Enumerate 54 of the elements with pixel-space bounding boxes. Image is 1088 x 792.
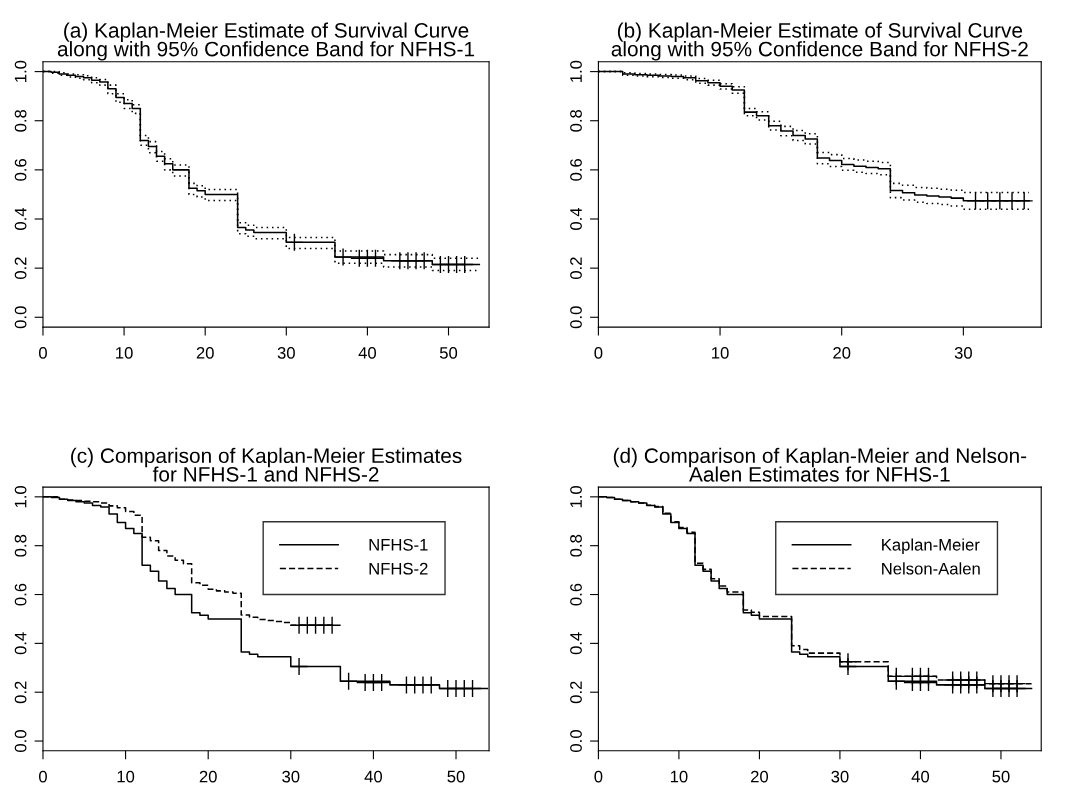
- x-tick-label: 10: [116, 346, 133, 359]
- x-tick-label: 40: [358, 346, 377, 359]
- x-tick-label: 30: [831, 770, 849, 783]
- x-tick-label: 0: [594, 770, 603, 783]
- legend-label: NFHS-2: [369, 562, 428, 575]
- x-tick-label: 10: [712, 346, 729, 359]
- legend-label: Kaplan-Meier: [882, 538, 980, 554]
- x-tick-label: 0: [594, 346, 603, 359]
- y-tick-label: 0.0: [570, 306, 582, 329]
- x-tick-label: 50: [439, 346, 458, 359]
- y-tick-label: 0.6: [14, 583, 27, 606]
- y-tick-label: 1.0: [14, 60, 27, 82]
- x-tick-label: 10: [117, 770, 135, 783]
- chart-title: (d) Comparison of Kaplan-Meier and Nelson- Aalen Estimates for NFHS-1: [613, 447, 1027, 482]
- x-tick-label: 0: [38, 770, 47, 783]
- y-tick-label: 0.8: [14, 534, 27, 557]
- x-tick-label: 10: [670, 770, 688, 783]
- x-tick-label: 20: [750, 770, 769, 783]
- y-tick-label: 0.2: [14, 257, 27, 280]
- y-tick-label: 0.4: [570, 632, 582, 655]
- legend-label: Nelson-Aalen: [882, 562, 980, 575]
- y-tick-label: 0.0: [570, 730, 582, 752]
- y-tick-label: 0.8: [14, 109, 27, 132]
- y-tick-label: 0.6: [570, 583, 582, 606]
- x-tick-label: 20: [196, 346, 214, 359]
- y-tick-label: 0.2: [570, 681, 582, 704]
- y-tick-label: 1.0: [570, 485, 582, 508]
- x-tick-label: 30: [277, 346, 295, 359]
- y-tick-label: 1.0: [570, 60, 582, 82]
- y-tick-label: 0.6: [14, 159, 27, 181]
- chart-title: (a) Kaplan-Meier Estimate of Survival Curve along with 95% Confidence Band for NFHS-1: [57, 22, 475, 61]
- x-tick-label: 30: [282, 770, 300, 783]
- y-tick-label: 0.2: [14, 681, 27, 704]
- y-tick-label: 0.4: [570, 207, 582, 230]
- x-tick-label: 30: [954, 346, 972, 359]
- y-tick-label: 1.0: [14, 485, 27, 508]
- x-tick-label: 40: [364, 770, 383, 783]
- x-tick-label: 20: [199, 770, 217, 783]
- y-tick-label: 0.4: [14, 632, 27, 655]
- x-tick-label: 50: [447, 770, 465, 783]
- legend-label: NFHS-1: [369, 538, 428, 551]
- x-tick-label: 20: [833, 346, 851, 359]
- x-tick-label: 0: [38, 346, 47, 359]
- y-tick-label: 0.2: [570, 257, 582, 280]
- y-tick-label: 0.0: [14, 306, 27, 329]
- y-tick-label: 0.0: [14, 730, 27, 752]
- y-tick-label: 0.8: [570, 109, 582, 132]
- y-tick-label: 0.4: [14, 207, 27, 230]
- y-tick-label: 0.6: [570, 159, 582, 181]
- chart-title: (b) Kaplan-Meier Estimate of Survival Curve along with 95% Confidence Band for NFHS-2: [611, 22, 1028, 61]
- chart-title: (c) Comparison of Kaplan-Meier Estimates for NFHS-1 and NFHS-2: [71, 447, 462, 482]
- x-tick-label: 40: [911, 770, 930, 783]
- x-tick-label: 50: [992, 770, 1010, 783]
- y-tick-label: 0.8: [570, 534, 582, 557]
